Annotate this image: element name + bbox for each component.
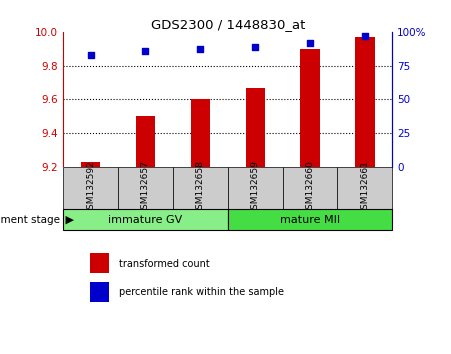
Bar [300,49,320,167]
Text: GSM132592: GSM132592 [86,161,95,215]
Text: ▶: ▶ [62,215,74,224]
Text: GSM132658: GSM132658 [196,160,205,215]
Point [361,33,368,39]
Bar [283,167,337,209]
Bar [173,167,228,209]
Bar [63,209,228,230]
Bar [90,282,109,302]
Bar [118,167,173,209]
Text: GSM132657: GSM132657 [141,160,150,215]
Point [142,48,149,53]
Bar [90,253,109,273]
Text: development stage: development stage [0,215,60,224]
Title: GDS2300 / 1448830_at: GDS2300 / 1448830_at [151,18,305,31]
Point [307,40,314,46]
Point [197,47,204,52]
Bar [355,37,374,167]
Text: transformed count: transformed count [119,259,209,269]
Point [252,44,259,50]
Bar [228,209,392,230]
Bar [246,87,265,167]
Bar [81,162,100,167]
Bar [191,99,210,167]
Bar [136,116,155,167]
Text: GSM132661: GSM132661 [360,160,369,215]
Point [87,52,94,58]
Text: mature MII: mature MII [280,215,340,224]
Text: GSM132659: GSM132659 [251,160,260,215]
Text: GSM132660: GSM132660 [306,160,314,215]
Bar [337,167,392,209]
Text: immature GV: immature GV [108,215,183,224]
Bar [228,167,283,209]
Bar [63,167,118,209]
Text: percentile rank within the sample: percentile rank within the sample [119,287,284,297]
